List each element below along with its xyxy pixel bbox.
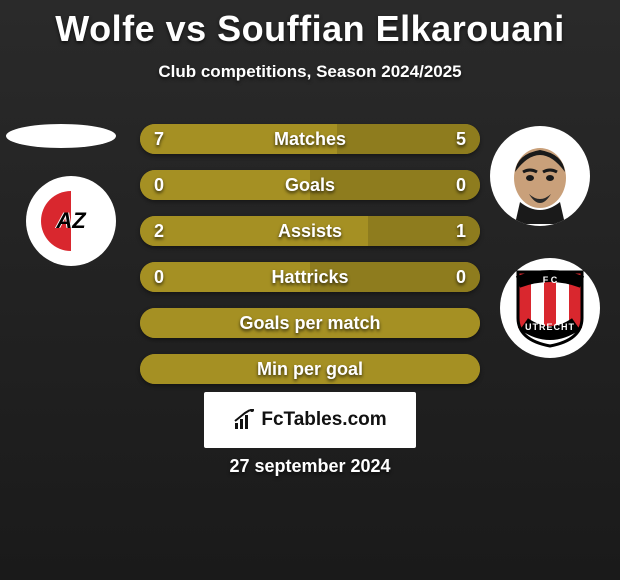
stat-row-matches: 75Matches <box>140 124 480 154</box>
stat-row-goals: 00Goals <box>140 170 480 200</box>
player1-avatar <box>6 124 116 148</box>
player2-club-logo: F C UTRECHT <box>500 258 600 358</box>
stat-label: Hattricks <box>140 262 480 292</box>
svg-text:UTRECHT: UTRECHT <box>525 322 575 332</box>
stat-row-min-per-goal: Min per goal <box>140 354 480 384</box>
fctables-watermark: FcTables.com <box>204 392 416 448</box>
page-title: Wolfe vs Souffian Elkarouani <box>0 0 620 50</box>
stat-label: Matches <box>140 124 480 154</box>
stat-label: Assists <box>140 216 480 246</box>
az-logo-text: AZ <box>26 208 116 234</box>
stat-row-goals-per-match: Goals per match <box>140 308 480 338</box>
utrecht-logo-icon: F C UTRECHT <box>514 268 586 348</box>
date-label: 27 september 2024 <box>0 456 620 477</box>
stat-label: Goals <box>140 170 480 200</box>
fctables-icon <box>233 409 255 431</box>
stat-label: Min per goal <box>140 354 480 384</box>
player2-avatar <box>490 126 590 226</box>
player1-club-logo: AZ <box>26 176 116 266</box>
stat-row-hattricks: 00Hattricks <box>140 262 480 292</box>
svg-text:F C: F C <box>543 275 558 285</box>
player2-face-icon <box>505 144 575 224</box>
stat-row-assists: 21Assists <box>140 216 480 246</box>
fctables-label: FcTables.com <box>261 409 386 431</box>
subtitle: Club competitions, Season 2024/2025 <box>0 62 620 82</box>
stat-label: Goals per match <box>140 308 480 338</box>
